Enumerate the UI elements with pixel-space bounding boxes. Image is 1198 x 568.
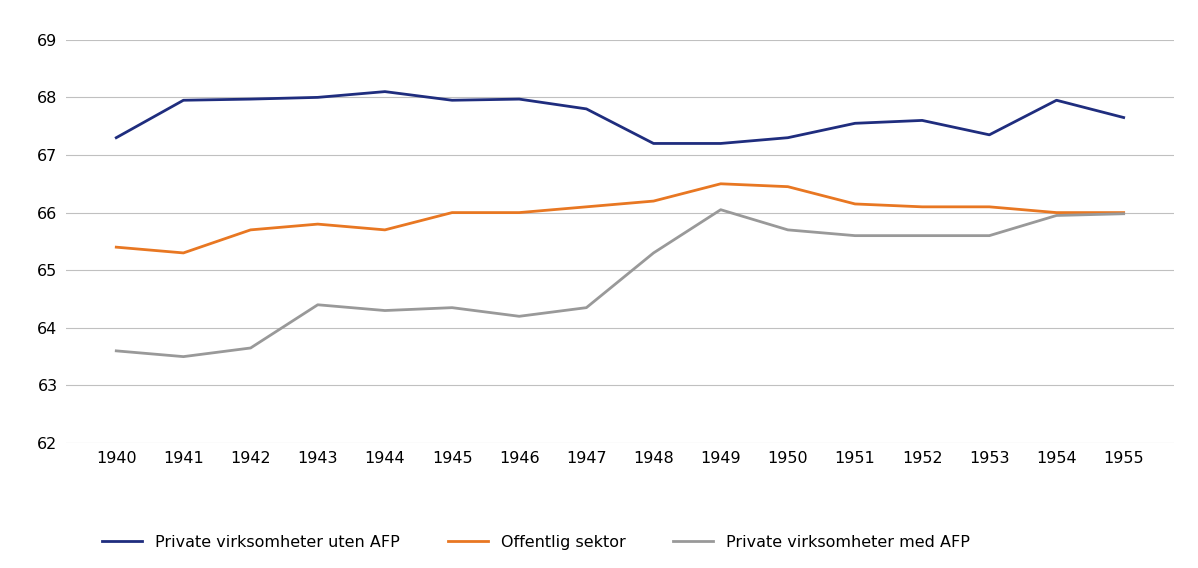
Legend: Private virksomheter uten AFP, Offentlig sektor, Private virksomheter med AFP: Private virksomheter uten AFP, Offentlig…: [96, 528, 976, 556]
